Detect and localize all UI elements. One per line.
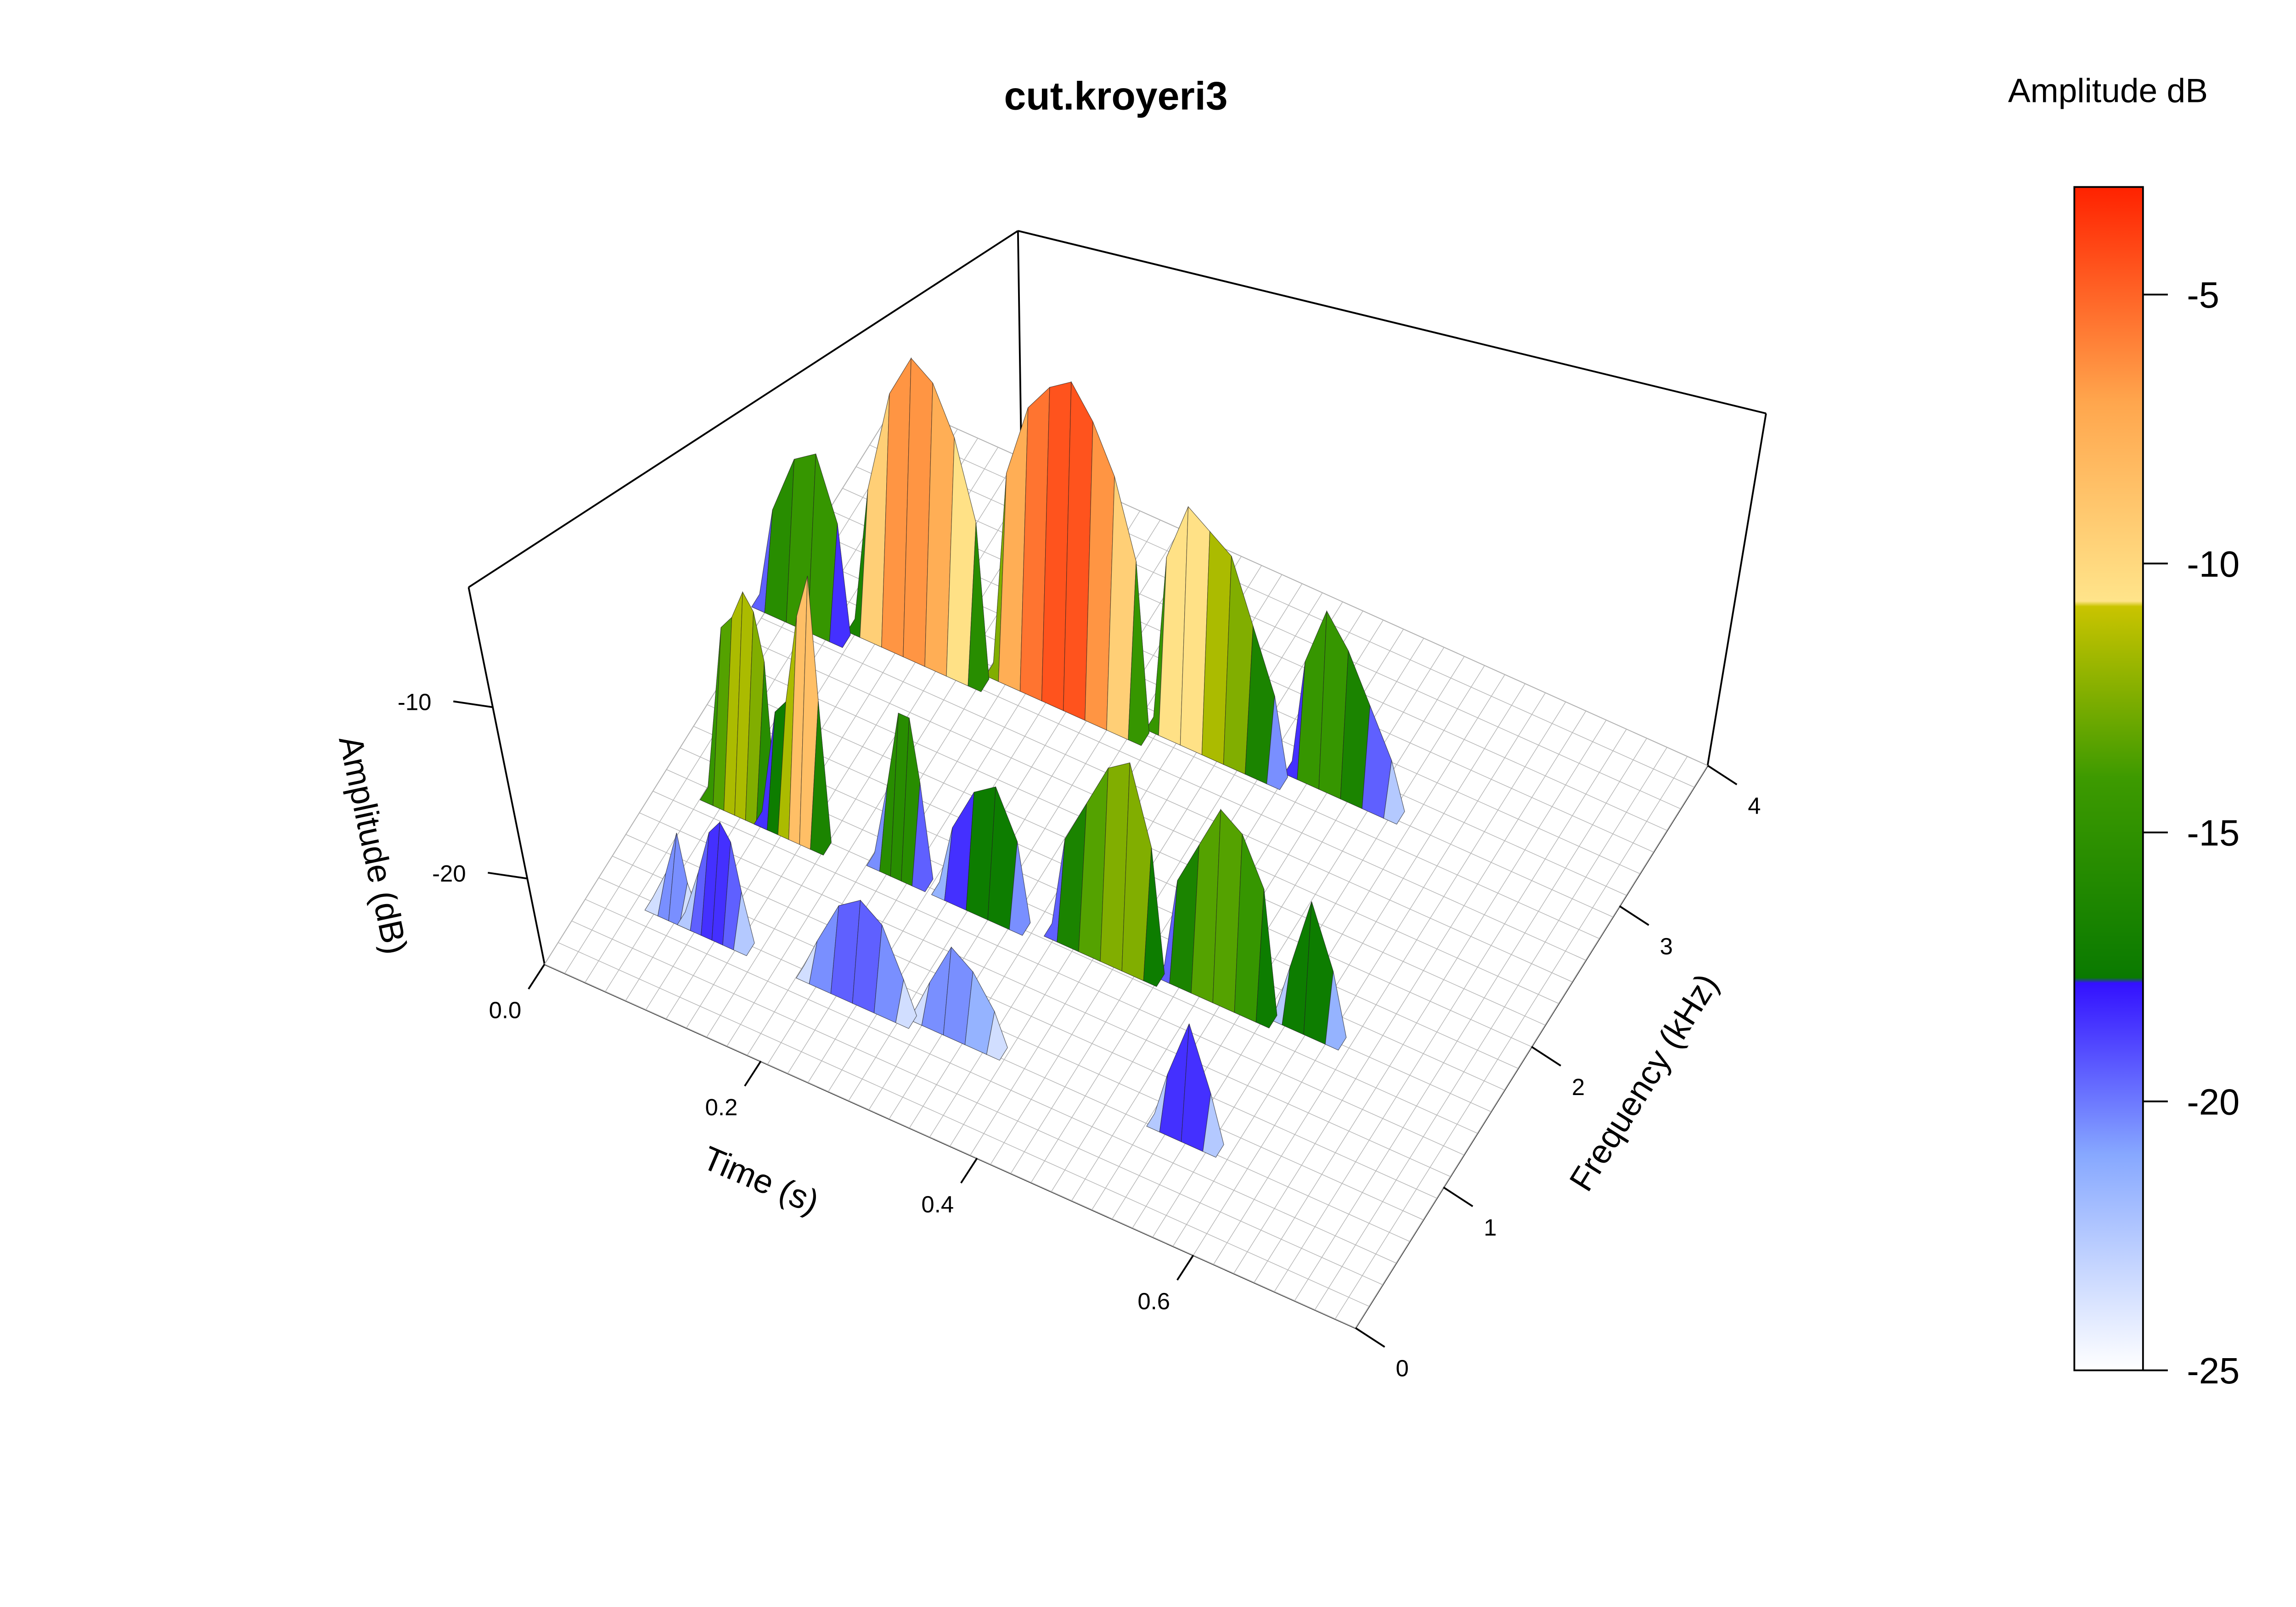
box-edge [1706, 413, 1767, 766]
time-tick [960, 1157, 978, 1184]
surface-ridge [1156, 809, 1277, 1028]
frequency-tick [1707, 764, 1738, 786]
colorbar-scale [2073, 186, 2144, 1371]
chart-title: cut.kroyeri3 [1004, 74, 1228, 118]
surface-ridge [985, 381, 1150, 746]
surface-facet [1128, 562, 1150, 746]
frequency-tick-label: 3 [1660, 933, 1673, 960]
grid-line [585, 899, 1396, 1264]
surface-ridge [677, 821, 755, 956]
time-axis-label: Time (s) [698, 1139, 824, 1221]
colorbar-tick-label: -5 [2187, 275, 2219, 315]
box-edge [468, 230, 1019, 588]
frequency-tick-label: 1 [1484, 1214, 1497, 1241]
surface-ridge [1283, 610, 1405, 825]
surface-ridge [699, 591, 778, 832]
surface-facet [1009, 842, 1031, 936]
surface-facet [912, 783, 934, 892]
grid-line [653, 791, 1464, 1156]
grid-line [748, 639, 1559, 1004]
grid-line [625, 834, 1437, 1199]
time-tick [1176, 1254, 1194, 1281]
surface-facet [829, 523, 851, 648]
surface-ridge [1145, 506, 1288, 790]
surface-facet [1202, 1093, 1224, 1158]
surface-ridge [908, 946, 1008, 1061]
surface-ridge [751, 453, 851, 648]
surface-ridge [1268, 901, 1347, 1051]
surface-facet [733, 892, 755, 956]
box-edge [467, 587, 546, 965]
grid-line [761, 618, 1572, 983]
colorbar: Amplitude dB -5 -10 -15 -20 -25 [2008, 72, 2240, 1391]
surface-facet [1143, 848, 1165, 987]
amplitude-surface [644, 357, 1405, 1158]
grid-line [639, 812, 1451, 1177]
colorbar-title: Amplitude dB [2008, 72, 2208, 110]
amplitude-tick-label: -20 [432, 860, 466, 887]
surface-facet [1325, 971, 1347, 1051]
surface-ridge [1146, 1023, 1224, 1158]
time-tick-label: 0.2 [705, 1094, 738, 1120]
surface-facet [968, 523, 990, 692]
grid-line [571, 921, 1383, 1285]
grid-line [558, 942, 1369, 1307]
grid-line [855, 466, 1667, 831]
amplitude-tick [453, 700, 493, 708]
surface-ridge [846, 357, 990, 692]
time-tick [528, 963, 546, 990]
frequency-tick-label: 0 [1396, 1355, 1408, 1381]
time-tick-label: 0.0 [489, 997, 522, 1023]
frequency-tick-label: 4 [1748, 792, 1761, 819]
colorbar-tick-label: -15 [2187, 813, 2240, 854]
surface-facet [895, 979, 917, 1029]
time-tick-label: 0.4 [921, 1191, 954, 1217]
colorbar-tick-label: -25 [2187, 1350, 2240, 1391]
surface-ridge [754, 576, 832, 856]
frequency-axis-label: Frequency (kHz) [1562, 967, 1726, 1197]
colorbar-tick-label: -20 [2187, 1081, 2240, 1122]
surface-ridge [796, 899, 917, 1029]
box-edge [1018, 230, 1767, 415]
frequency-tick [1443, 1186, 1474, 1207]
frequency-tick [1531, 1046, 1561, 1067]
amplitude-tick [488, 871, 528, 880]
surface-ridge [931, 787, 1031, 936]
time-tick-label: 0.6 [1137, 1288, 1170, 1315]
surface-facet [1266, 696, 1288, 790]
amplitude-axis-label: Amplitude (dB) [332, 732, 415, 957]
frequency-tick [1355, 1327, 1385, 1348]
frequency-tick-label: 2 [1572, 1074, 1585, 1100]
surface-facet [810, 701, 832, 856]
surface-facet [986, 1011, 1008, 1061]
surface-ridge [866, 713, 934, 892]
surface-ridge [1043, 762, 1165, 987]
frequency-tick [1619, 905, 1649, 926]
surface-facet [1383, 760, 1405, 825]
colorbar-tick-label: -10 [2187, 544, 2240, 584]
grid-line [544, 964, 1356, 1328]
time-tick [744, 1061, 762, 1087]
surface-facet [1255, 889, 1277, 1028]
amplitude-tick-label: -10 [398, 689, 432, 715]
